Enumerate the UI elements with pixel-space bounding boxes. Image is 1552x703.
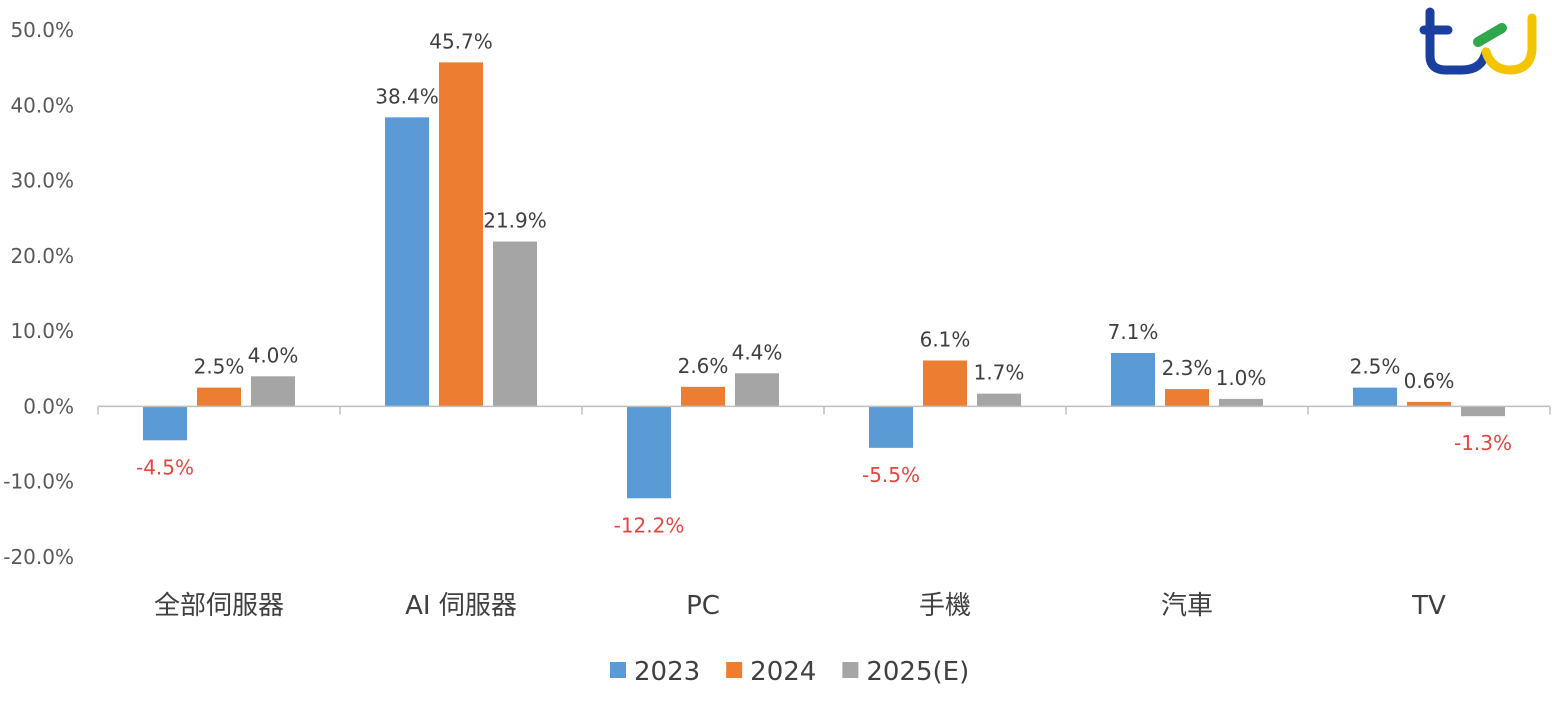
data-label: 2.6%: [678, 354, 729, 378]
bar-2023-cat1: [385, 117, 429, 407]
bar-2025e-cat1: [493, 241, 537, 407]
category-label: AI 伺服器: [405, 591, 517, 621]
bar-2024-cat4: [1165, 389, 1209, 407]
bar-2025e-cat2: [735, 373, 779, 407]
legend: 2023 2024 2025(E): [610, 657, 969, 687]
data-label: 6.1%: [920, 328, 971, 352]
bars-group: [143, 62, 1505, 499]
legend-swatch: [726, 662, 743, 678]
data-label: 1.7%: [974, 361, 1025, 385]
bar-2023-cat4: [1111, 352, 1155, 407]
legend-label: 2025(E): [866, 657, 969, 687]
bar-2023-cat5: [1353, 387, 1397, 407]
bar-2024-cat1: [439, 62, 483, 407]
legend-swatch: [610, 662, 626, 678]
bar-2025e-cat0: [251, 376, 295, 407]
y-tick-label: -10.0%: [3, 470, 74, 494]
bar-2023-cat3: [869, 406, 913, 448]
data-label: 7.1%: [1108, 320, 1159, 344]
data-label: 21.9%: [483, 209, 547, 233]
data-label: 4.4%: [732, 340, 783, 364]
bar-2024-cat2: [681, 386, 725, 407]
bar-2025e-cat3: [977, 393, 1021, 407]
data-label: 2.5%: [194, 355, 245, 379]
y-tick-label: -20.0%: [3, 545, 74, 569]
data-label: 2.3%: [1162, 356, 1213, 380]
category-labels: 全部伺服器 AI 伺服器 PC 手機 汽車 TV: [154, 591, 1446, 621]
data-label: 0.6%: [1404, 369, 1455, 393]
data-label: 1.0%: [1216, 366, 1267, 390]
bar-2023-cat2: [627, 406, 671, 499]
data-label: -4.5%: [136, 455, 194, 479]
data-label: -12.2%: [614, 513, 685, 537]
data-label: 2.5%: [1350, 355, 1401, 379]
bar-2024-cat3: [923, 360, 967, 407]
legend-label: 2023: [634, 657, 700, 687]
category-label: 全部伺服器: [154, 591, 284, 621]
data-label: -1.3%: [1454, 431, 1512, 455]
tej-logo-icon: [1419, 7, 1537, 75]
y-tick-label: 0.0%: [23, 394, 74, 418]
legend-swatch: [842, 662, 859, 678]
y-tick-label: 40.0%: [10, 93, 74, 117]
bar-2023-cat0: [143, 406, 187, 441]
category-label: TV: [1411, 591, 1446, 621]
y-tick-label: 30.0%: [10, 169, 74, 193]
bar-2024-cat5: [1407, 401, 1451, 407]
category-label: PC: [686, 591, 720, 621]
data-label: 45.7%: [429, 29, 493, 53]
bar-2024-cat0: [197, 387, 241, 407]
y-tick-label: 10.0%: [10, 319, 74, 343]
category-label: 手機: [919, 591, 971, 621]
category-label: 汽車: [1161, 591, 1213, 621]
category-dividers: [97, 406, 1551, 415]
legend-label: 2024: [750, 657, 816, 687]
y-axis: 50.0% 40.0% 30.0% 20.0% 10.0% 0.0% -10.0% -20.0…: [3, 18, 74, 569]
data-label: -5.5%: [862, 463, 920, 487]
bar-2025e-cat5: [1461, 406, 1505, 417]
data-labels-group: -4.5%2.5% 4.0%38.4%45.7%21.9%-12.2%2.6%4.…: [136, 29, 1512, 537]
bar-2025e-cat4: [1219, 398, 1263, 407]
data-label: 38.4%: [375, 84, 439, 108]
data-label: 4.0%: [248, 343, 299, 367]
y-tick-label: 20.0%: [10, 244, 74, 268]
y-tick-label: 50.0%: [10, 18, 74, 42]
